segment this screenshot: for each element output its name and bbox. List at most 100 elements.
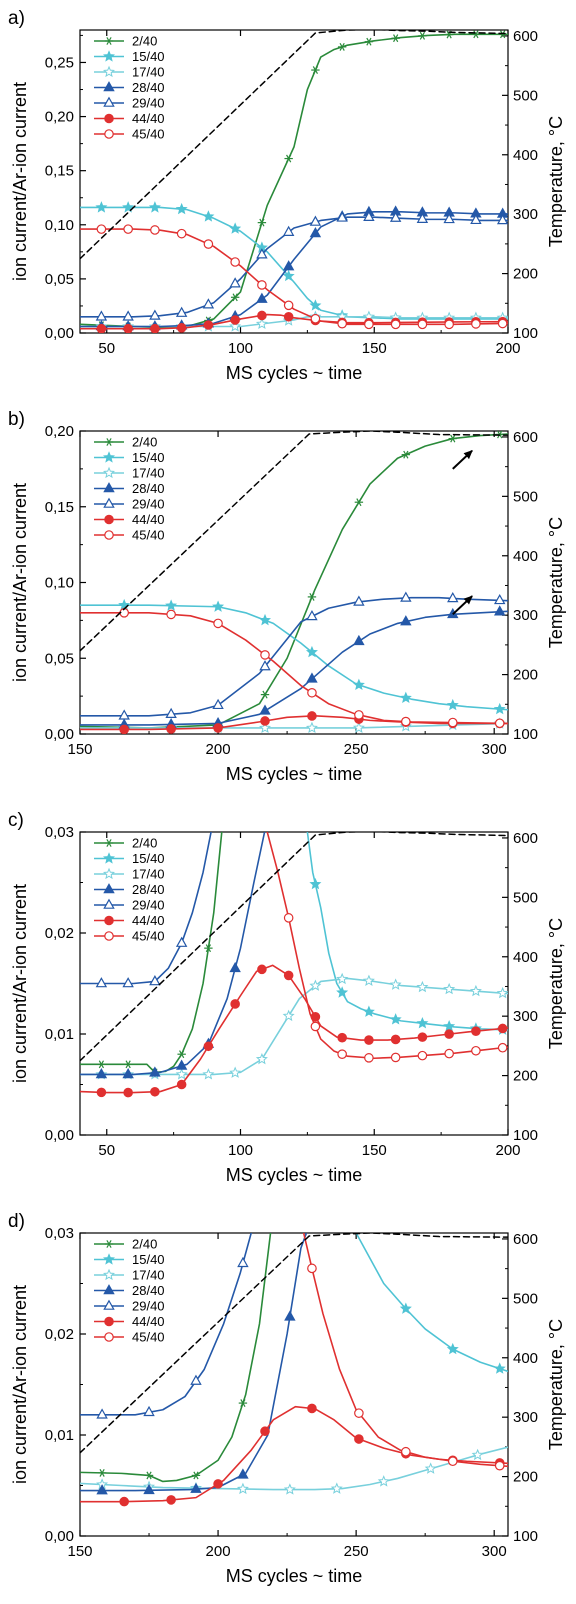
x-axis-label: MS cycles ~ time	[226, 764, 363, 784]
temperature-line	[80, 1233, 508, 1454]
y2-tick-label: 300	[513, 206, 538, 223]
data-point-15-40	[305, 645, 318, 658]
data-point-45-40	[230, 257, 240, 267]
x-tick-label: 150	[362, 340, 387, 357]
data-point-28-40	[282, 260, 295, 271]
data-point-2-40	[238, 1399, 248, 1408]
data-point-44-40	[471, 1026, 481, 1036]
y-tick-label: 0,02	[45, 925, 74, 942]
legend-item: 29/40	[94, 1299, 165, 1314]
x-tick-label: 100	[228, 340, 253, 357]
data-point-28-40	[175, 1059, 188, 1070]
data-point-44-40	[123, 323, 133, 333]
data-point-44-40	[176, 323, 187, 333]
legend-label: 29/40	[132, 497, 165, 512]
data-point-2-40	[123, 1060, 133, 1069]
series-line-45-40	[80, 612, 508, 725]
legend-item: 44/40	[94, 1314, 165, 1329]
legend-label: 15/40	[132, 450, 165, 465]
data-point-28-40	[122, 1067, 134, 1079]
data-point-28-40	[306, 672, 318, 683]
legend-marker	[103, 497, 115, 508]
x-tick-label: 100	[228, 1142, 253, 1159]
legend-marker	[103, 898, 115, 909]
data-point-29-40	[175, 936, 188, 947]
panel-label: d)	[8, 1211, 25, 1232]
y2-tick-label: 500	[513, 87, 538, 104]
series-area	[80, 832, 508, 1098]
y-tick-label: 0,20	[45, 423, 74, 440]
legend-item: 45/40	[94, 528, 165, 543]
y2-tick-label: 100	[513, 1127, 538, 1144]
data-point-29-40	[212, 698, 224, 710]
data-point-2-40	[448, 434, 457, 443]
y2-tick-label: 100	[513, 1528, 538, 1545]
data-point-2-40	[498, 30, 507, 39]
temperature-line	[80, 832, 508, 1062]
data-point-17-40	[282, 1009, 295, 1022]
legend-marker	[103, 883, 115, 894]
x-axis-label: MS cycles ~ time	[226, 363, 363, 383]
legend-marker	[103, 1284, 115, 1295]
data-point-17-40	[389, 978, 402, 990]
data-point-44-40	[260, 1426, 270, 1437]
series-line-29-40	[80, 596, 508, 717]
data-point-2-40	[260, 690, 270, 699]
data-point-15-40	[336, 986, 349, 998]
series-line-15-40	[355, 1233, 508, 1373]
data-point-29-40	[282, 225, 295, 236]
legend-item: 45/40	[94, 127, 165, 142]
legend-item: 15/40	[94, 851, 165, 866]
legend-label: 45/40	[132, 127, 165, 142]
legend-item: 44/40	[94, 111, 165, 126]
legend-label: 45/40	[132, 528, 165, 543]
legend-label: 45/40	[132, 929, 165, 944]
data-point-2-40	[97, 1060, 106, 1069]
data-point-44-40	[230, 315, 240, 325]
legend-label: 17/40	[132, 867, 165, 882]
legend-item: 44/40	[94, 913, 165, 928]
legend-item: 29/40	[94, 898, 165, 913]
y2-axis-label: Temperature, °C	[546, 116, 566, 247]
data-point-45-40	[283, 300, 294, 311]
series-line-44-40	[80, 1405, 508, 1503]
series-area	[80, 1233, 508, 1507]
series-area	[80, 431, 508, 734]
x-tick-label: 200	[206, 1543, 231, 1560]
legend-item: 28/40	[94, 882, 165, 897]
data-point-44-40	[213, 723, 223, 733]
data-point-17-40	[352, 721, 365, 733]
data-point-28-40	[259, 704, 271, 715]
y-tick-label: 0,20	[45, 109, 74, 126]
data-point-17-40	[259, 721, 271, 734]
data-point-17-40	[229, 1066, 242, 1078]
data-point-45-40	[444, 319, 454, 330]
data-point-44-40	[283, 311, 294, 322]
y-tick-label: 0,25	[45, 54, 74, 71]
legend-label: 29/40	[132, 96, 165, 111]
data-point-29-40	[237, 1256, 249, 1268]
y-tick-label: 0,03	[45, 1225, 74, 1242]
data-point-29-40	[256, 248, 268, 259]
legend-label: 44/40	[132, 512, 165, 527]
data-point-28-40	[309, 227, 322, 238]
legend-item: 29/40	[94, 497, 165, 512]
data-point-45-40	[401, 1446, 411, 1457]
data-point-17-40	[305, 721, 318, 734]
data-point-45-40	[471, 1045, 481, 1056]
y2-tick-label: 100	[513, 726, 538, 743]
data-point-15-40	[352, 678, 365, 691]
temperature-line	[80, 30, 508, 260]
data-point-2-40	[97, 1468, 107, 1477]
data-point-15-40	[175, 202, 188, 215]
data-point-45-40	[307, 1263, 317, 1274]
data-point-44-40	[337, 1032, 347, 1043]
data-point-29-40	[96, 1408, 108, 1419]
legend-item: 44/40	[94, 512, 165, 527]
data-point-45-40	[337, 1049, 347, 1059]
y2-tick-label: 600	[513, 28, 538, 45]
data-point-17-40	[416, 980, 429, 993]
y2-axis-label: Temperature, °C	[546, 918, 566, 1049]
data-point-45-40	[257, 280, 267, 290]
data-point-45-40	[310, 313, 321, 324]
